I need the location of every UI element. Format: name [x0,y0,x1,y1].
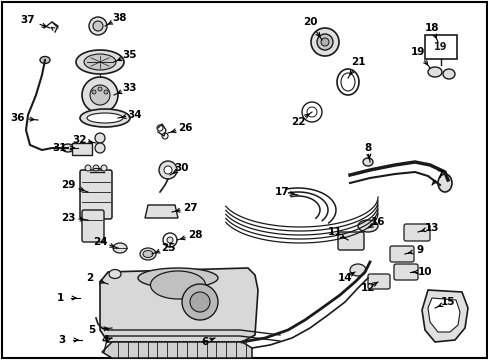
Circle shape [104,90,108,94]
Text: 33: 33 [122,83,137,93]
Ellipse shape [437,174,451,192]
Text: 2: 2 [86,273,93,283]
Ellipse shape [80,109,130,127]
Circle shape [85,165,91,171]
Ellipse shape [140,248,156,260]
FancyBboxPatch shape [389,246,413,262]
Text: 18: 18 [424,23,438,33]
Text: 36: 36 [11,113,25,123]
Text: 37: 37 [20,15,35,25]
Text: 29: 29 [61,180,75,190]
Circle shape [163,166,172,174]
Text: 30: 30 [174,163,189,173]
Text: 35: 35 [122,50,137,60]
Ellipse shape [138,268,218,288]
Circle shape [306,107,316,117]
Bar [424,35,456,59]
Text: 19: 19 [433,42,447,52]
Text: 34: 34 [127,110,142,120]
Text: 3: 3 [58,335,65,345]
Ellipse shape [84,54,116,70]
Text: 26: 26 [177,123,192,133]
Text: 6: 6 [201,337,208,347]
Polygon shape [102,342,251,358]
Text: 15: 15 [440,297,454,307]
Ellipse shape [357,220,377,232]
Circle shape [82,77,118,113]
Text: 38: 38 [113,13,127,23]
Text: 27: 27 [183,203,197,213]
Ellipse shape [87,113,123,123]
Circle shape [162,133,168,139]
Text: 4: 4 [101,335,108,345]
Ellipse shape [109,270,121,279]
Text: 8: 8 [364,143,371,153]
FancyBboxPatch shape [337,232,363,250]
Text: 10: 10 [417,267,431,277]
Ellipse shape [142,251,153,257]
Circle shape [310,28,338,56]
Text: 25: 25 [161,243,175,253]
Text: 13: 13 [424,223,438,233]
Text: 23: 23 [61,213,75,223]
Ellipse shape [40,57,50,63]
Circle shape [157,125,163,131]
FancyBboxPatch shape [82,210,104,242]
Polygon shape [427,298,459,332]
Circle shape [167,237,173,243]
Text: 11: 11 [327,227,342,237]
Circle shape [163,233,177,247]
Text: 19: 19 [410,47,425,57]
Ellipse shape [427,67,441,77]
Circle shape [93,165,99,171]
Circle shape [90,85,110,105]
FancyBboxPatch shape [393,264,417,280]
Circle shape [89,17,107,35]
Ellipse shape [76,50,124,74]
Text: 22: 22 [290,117,305,127]
Circle shape [159,161,177,179]
Text: 32: 32 [73,135,87,145]
Ellipse shape [442,69,454,79]
Text: 31: 31 [53,143,67,153]
Ellipse shape [62,144,74,152]
Text: 7: 7 [435,170,443,180]
FancyBboxPatch shape [403,224,429,241]
Circle shape [92,90,96,94]
FancyBboxPatch shape [367,274,389,289]
Circle shape [320,38,328,46]
Text: 28: 28 [187,230,202,240]
Circle shape [95,133,105,143]
Circle shape [98,87,102,91]
Circle shape [101,165,107,171]
FancyBboxPatch shape [80,170,112,219]
Circle shape [93,21,103,31]
Text: 1: 1 [56,293,63,303]
Text: 24: 24 [93,237,107,247]
Text: 9: 9 [416,245,423,255]
Ellipse shape [349,264,365,276]
Text: 14: 14 [337,273,351,283]
Ellipse shape [336,69,358,95]
Text: 21: 21 [350,57,365,67]
Polygon shape [145,205,178,218]
Polygon shape [421,290,467,342]
Ellipse shape [340,73,354,91]
Polygon shape [100,268,258,342]
Ellipse shape [150,271,205,299]
Circle shape [190,292,209,312]
Text: 17: 17 [274,187,289,197]
Text: 12: 12 [360,283,374,293]
Circle shape [316,34,332,50]
Bar [72,143,92,155]
Ellipse shape [362,158,372,166]
Ellipse shape [113,243,127,253]
Text: 5: 5 [88,325,96,335]
Circle shape [302,102,321,122]
Circle shape [95,143,105,153]
Circle shape [182,284,218,320]
Text: 20: 20 [302,17,317,27]
Text: 16: 16 [370,217,385,227]
